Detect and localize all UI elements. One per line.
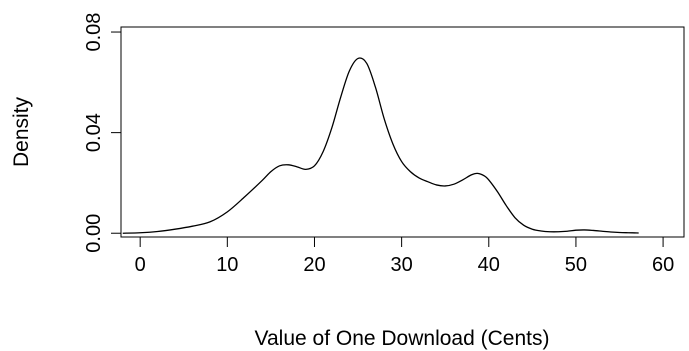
x-axis-label: Value of One Download (Cents): [255, 327, 550, 350]
y-tick-label: 0.00: [83, 214, 105, 253]
x-tick-label: 30: [391, 254, 413, 276]
y-axis-ticks: 0.00 0.04 0.08: [83, 13, 121, 253]
y-tick-label: 0.04: [83, 113, 105, 152]
x-tick-label: 20: [303, 254, 325, 276]
x-tick-label: 40: [478, 254, 500, 276]
x-tick-label: 0: [135, 254, 146, 276]
x-tick-label: 10: [216, 254, 238, 276]
density-curve: [122, 57, 639, 234]
plot-frame: [120, 26, 685, 238]
y-tick-label: 0.08: [83, 13, 105, 52]
x-tick-label: 60: [652, 254, 674, 276]
x-axis-ticks: 0 10 20 30 40 50 60: [135, 237, 674, 276]
x-tick-label: 50: [565, 254, 587, 276]
y-axis-label: Density: [10, 96, 33, 167]
